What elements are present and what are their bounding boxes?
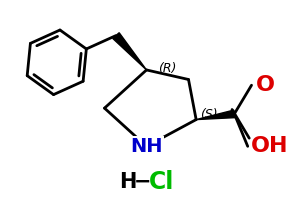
Text: H: H [119,172,136,192]
Text: O: O [256,75,275,95]
Text: OH: OH [250,136,288,156]
Text: NH: NH [130,137,163,156]
Text: Cl: Cl [149,170,174,194]
Polygon shape [196,110,235,120]
Text: (R): (R) [158,61,176,75]
Text: −: − [134,172,151,192]
Polygon shape [113,33,147,70]
Text: (S): (S) [200,108,218,121]
